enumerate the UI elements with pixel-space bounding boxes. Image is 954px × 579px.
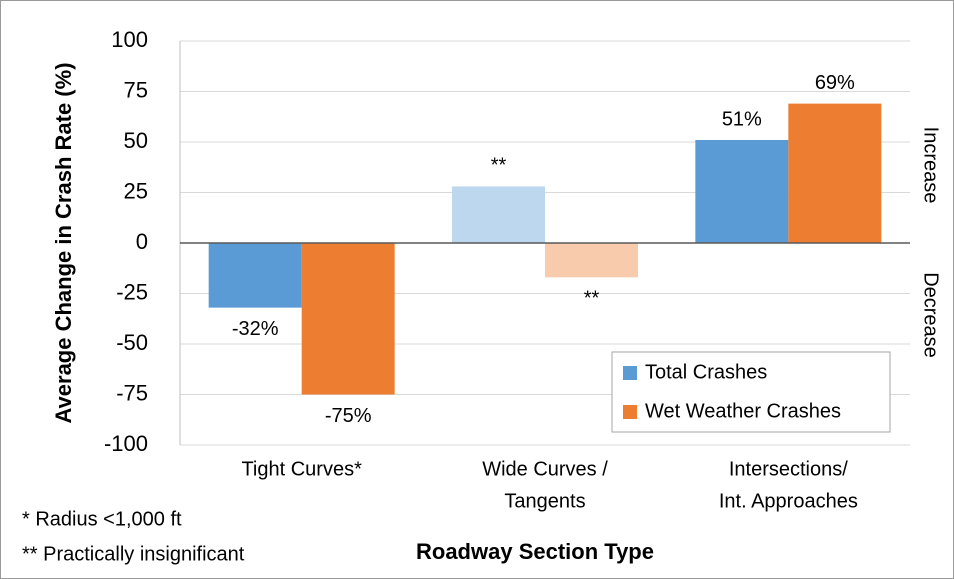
x-tick-label: Tight Curves*: [241, 458, 362, 480]
x-tick-label: Tangents: [504, 490, 585, 512]
legend-label: Total Crashes: [645, 361, 767, 383]
legend-swatch: [623, 405, 637, 419]
data-label: -75%: [325, 405, 372, 427]
bar: [695, 139, 789, 243]
bar: [788, 103, 882, 244]
x-axis-title: Roadway Section Type: [416, 539, 654, 564]
bar: [545, 243, 638, 278]
y-tick-label: 25: [124, 178, 148, 203]
bar: [208, 243, 302, 308]
footnote: * Radius <1,000 ft: [22, 508, 182, 530]
x-tick-label: Intersections/: [729, 458, 848, 480]
side-label: Increase: [920, 127, 942, 204]
legend-box: [611, 351, 891, 433]
legend-swatch: [623, 366, 637, 380]
data-label: 69%: [815, 72, 855, 94]
y-tick-label: 100: [111, 27, 148, 52]
y-axis-title: Average Change in Crash Rate (%): [51, 62, 76, 423]
y-tick-label: 50: [124, 128, 148, 153]
y-tick-label: 75: [124, 77, 148, 102]
y-tick-label: -100: [104, 431, 148, 456]
side-label: Decrease: [920, 272, 942, 358]
bar: [452, 186, 545, 243]
x-tick-label: Int. Approaches: [719, 490, 858, 512]
legend-label: Wet Weather Crashes: [645, 400, 841, 422]
y-tick-label: -50: [116, 330, 148, 355]
data-label: **: [491, 155, 507, 177]
data-label: 51%: [722, 108, 762, 130]
bar: [301, 243, 395, 395]
footnote: ** Practically insignificant: [22, 543, 245, 565]
x-tick-label: Wide Curves /: [482, 458, 608, 480]
y-tick-label: -75: [116, 380, 148, 405]
y-tick-label: -25: [116, 279, 148, 304]
data-label: -32%: [232, 318, 279, 340]
y-tick-label: 0: [136, 229, 148, 254]
data-label: **: [584, 288, 600, 310]
